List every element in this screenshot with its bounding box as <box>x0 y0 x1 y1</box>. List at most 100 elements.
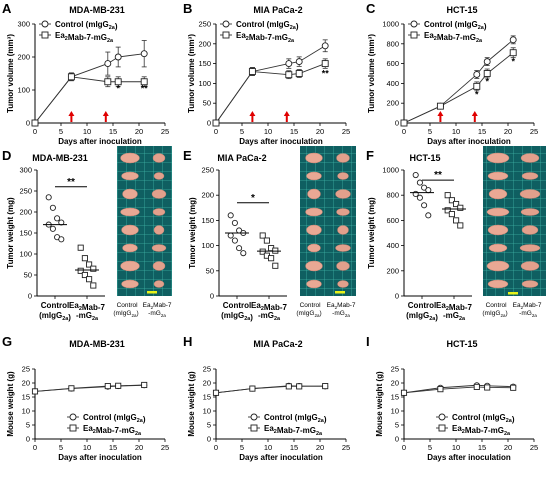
y-tick-label: 25 <box>203 365 211 374</box>
panel-letter-h: H <box>183 334 192 349</box>
data-point <box>212 119 220 127</box>
tumor-control <box>306 171 322 181</box>
y-axis-label: Mouse weight (g) <box>6 371 15 437</box>
data-point <box>400 119 408 127</box>
panel-title-h: MIA PaCa-2 <box>253 339 302 349</box>
x-tick-label: 10 <box>264 443 272 452</box>
y-tick-label: 25 <box>391 365 399 374</box>
y-tick-label: 300 <box>19 166 32 175</box>
tumor-control <box>120 260 140 272</box>
category-label: Control <box>408 301 436 310</box>
data-point <box>425 187 432 194</box>
treatment-arrowhead <box>102 111 109 116</box>
data-point <box>322 383 329 390</box>
data-point <box>444 207 451 214</box>
y-tick-label: 10 <box>22 407 30 416</box>
data-point <box>104 60 112 68</box>
data-point <box>90 282 97 289</box>
x-axis-label: Days after inoculation <box>239 453 323 462</box>
significance-mark: ** <box>434 170 442 181</box>
panel-title-i: HCT-15 <box>446 339 477 349</box>
x-tick-label: 15 <box>290 443 298 452</box>
x-tick-label: 5 <box>240 443 244 452</box>
x-axis-label: Days after inoculation <box>239 137 323 146</box>
treatment-arrowhead <box>437 111 444 116</box>
data-point <box>268 255 275 262</box>
tumor-control <box>121 224 139 236</box>
series-line <box>403 384 514 394</box>
tumor-control <box>306 279 322 289</box>
legend-label: Ea2Mab-7-mG2a <box>264 424 323 437</box>
tumor-treated <box>335 244 351 252</box>
legend: Control (mIgG2a)Ea2Mab-7-mG2a <box>436 413 515 437</box>
category-label: -mG2a <box>76 311 99 322</box>
category-label: (mIgG2a) <box>221 311 253 322</box>
y-axis-label: Tumor weight (mg) <box>6 197 15 269</box>
photo-d-label-control: Control (mIgG2a) <box>113 302 139 318</box>
data-point <box>45 194 52 201</box>
data-point <box>90 265 97 272</box>
x-axis-label: Days after inoculation <box>427 137 511 146</box>
x-tick-label: 0 <box>33 443 37 452</box>
series-control <box>400 382 517 396</box>
data-point <box>416 179 423 186</box>
series-treatment <box>31 73 148 127</box>
data-point <box>509 36 517 44</box>
data-point <box>444 192 451 199</box>
y-tick-label: 200 <box>19 208 32 217</box>
data-point <box>86 261 93 268</box>
panel-letter-b: B <box>183 1 192 16</box>
x-tick-label: 25 <box>530 443 538 452</box>
tumor-control <box>488 188 508 200</box>
significance-mark: ** <box>67 177 75 188</box>
panel-title-f: HCT-15 <box>409 153 440 163</box>
y-axis-label: Tumor weight (mg) <box>188 197 197 269</box>
data-point <box>227 232 234 239</box>
data-point <box>483 70 491 77</box>
y-tick-label: 15 <box>203 393 211 402</box>
y-tick-label: 800 <box>386 39 399 48</box>
y-tick-label: 300 <box>17 20 30 29</box>
tumor-control <box>307 188 321 200</box>
photo-f-label-control: Control (mIgG2a) <box>482 302 508 318</box>
data-point <box>483 58 491 66</box>
y-axis-label: Tumor volume (mm³) <box>367 34 376 113</box>
data-point <box>141 381 148 389</box>
chart-i: 0 5 10 15 20 25 Mouse weight (g) 0 5 10 15 20 25 Days… <box>375 365 538 463</box>
x-tick-label: 10 <box>264 127 272 136</box>
data-point <box>249 385 256 392</box>
tumor-control <box>307 243 321 253</box>
x-tick-label: 15 <box>109 127 117 136</box>
y-tick-label: 400 <box>386 79 399 88</box>
group-control <box>43 194 67 243</box>
series-line <box>34 76 145 124</box>
y-tick-label: 200 <box>17 53 30 62</box>
panel-title-a: MDA-MB-231 <box>69 5 125 15</box>
x-tick-label: 20 <box>135 127 143 136</box>
photo-f-label-treat: Ea2Mab-7 -mG2a <box>513 302 544 318</box>
y-tick-label: 20 <box>22 379 30 388</box>
data-point <box>285 383 292 390</box>
x-tick-label: 5 <box>59 127 63 136</box>
data-point <box>259 232 266 239</box>
y-tick-label: 150 <box>198 59 211 68</box>
y-tick-label: 0 <box>26 119 30 128</box>
x-axis-label: Days after inoculation <box>58 453 142 462</box>
data-point <box>295 58 303 66</box>
data-point <box>453 217 460 224</box>
legend-marker <box>438 413 446 421</box>
significance-mark: * <box>511 57 515 67</box>
data-point <box>77 267 84 274</box>
y-tick-label: 250 <box>201 166 214 175</box>
tumor-control <box>305 260 323 272</box>
y-tick-label: 800 <box>386 191 399 200</box>
x-tick-label: 25 <box>161 127 169 136</box>
series-control <box>212 382 329 396</box>
data-point <box>49 204 56 211</box>
tumor-treated <box>153 225 165 235</box>
x-tick-label: 15 <box>478 127 486 136</box>
y-tick-label: 20 <box>391 379 399 388</box>
x-tick-label: 0 <box>214 443 218 452</box>
